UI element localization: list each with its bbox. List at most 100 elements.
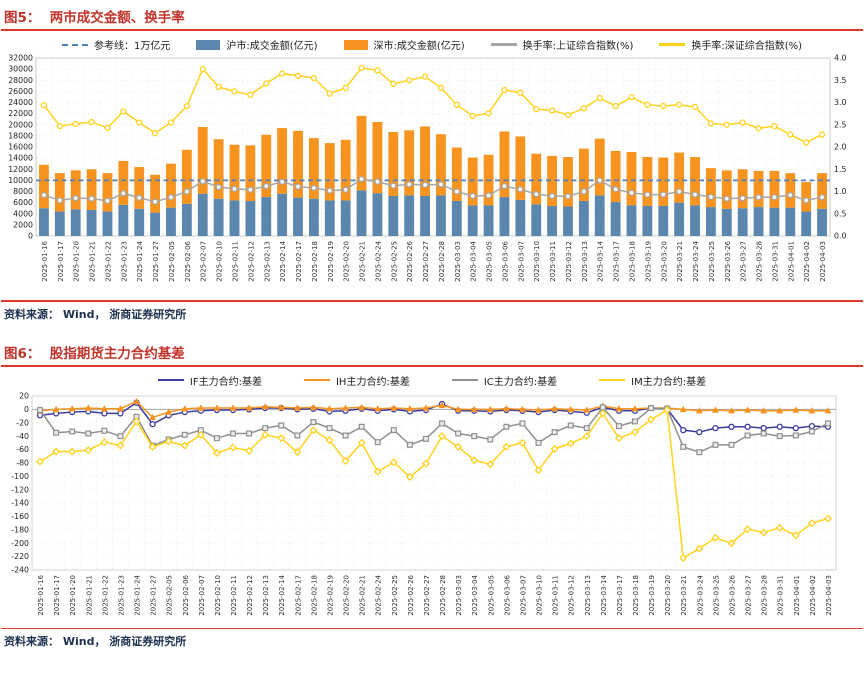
line-series-IH xyxy=(36,397,832,420)
bar-segment xyxy=(39,208,49,236)
bar-segment xyxy=(261,197,272,236)
bar-segment xyxy=(451,147,462,201)
svg-text:2025-02-13: 2025-02-13 xyxy=(263,241,271,282)
svg-text:2.0: 2.0 xyxy=(834,143,846,152)
bar-segment xyxy=(817,173,827,209)
left-axis-tick-labels: 0 2000 4000 6000 8000 10000 12000 14000 16000 180… xyxy=(8,54,33,241)
svg-text:2025-03-18: 2025-03-18 xyxy=(632,575,640,616)
svg-text:2025-02-26: 2025-02-26 xyxy=(406,240,414,281)
bar-segment xyxy=(134,167,145,209)
bar-segment xyxy=(261,134,272,198)
bar-segment xyxy=(324,143,335,201)
svg-text:2025-03-17: 2025-03-17 xyxy=(616,575,624,616)
svg-text:-120: -120 xyxy=(11,485,29,494)
bar-segment xyxy=(436,195,446,236)
svg-text:0.5: 0.5 xyxy=(834,209,846,218)
bar-segment xyxy=(308,198,319,236)
bar-segment xyxy=(610,202,621,236)
legend-item: IM主力合约:基差 xyxy=(599,373,706,388)
line-swatch xyxy=(451,378,478,382)
bar-segment xyxy=(467,205,478,236)
svg-text:2025-02-12: 2025-02-12 xyxy=(247,241,255,282)
svg-text:2025-01-23: 2025-01-23 xyxy=(120,241,128,282)
svg-text:2025-02-18: 2025-02-18 xyxy=(311,241,319,282)
bar-segment xyxy=(245,145,256,201)
bar-segment xyxy=(547,205,558,236)
svg-text:0.0: 0.0 xyxy=(834,232,846,241)
svg-text:22000: 22000 xyxy=(8,109,33,118)
bar-segment xyxy=(483,205,494,236)
svg-text:26000: 26000 xyxy=(8,87,33,96)
svg-text:2025-03-19: 2025-03-19 xyxy=(644,241,652,282)
bar-segment xyxy=(54,173,65,212)
bar-segment xyxy=(70,209,81,236)
svg-text:2025-03-13: 2025-03-13 xyxy=(584,575,592,616)
figure6-bottom-rule xyxy=(1,627,863,629)
svg-text:2025-02-13: 2025-02-13 xyxy=(262,575,270,616)
svg-text:2025-02-19: 2025-02-19 xyxy=(326,575,334,616)
figure5-title: 图5： 两市成交金额、换手率 xyxy=(4,10,185,26)
bar-segment xyxy=(356,190,367,236)
bar-segment xyxy=(229,144,240,201)
legend-item: IC主力合约:基差 xyxy=(451,373,557,388)
bar-segment xyxy=(531,153,542,205)
svg-text:2025-04-01: 2025-04-01 xyxy=(793,575,801,616)
svg-text:2025-02-06: 2025-02-06 xyxy=(184,240,192,281)
bar-segment xyxy=(86,169,97,210)
bar-segment xyxy=(372,193,383,236)
color-box-swatch xyxy=(343,39,368,50)
bars-shanghai-volume xyxy=(39,190,827,236)
bar-segment xyxy=(39,164,49,209)
svg-text:2025-03-05: 2025-03-05 xyxy=(487,575,495,616)
bar-segment xyxy=(817,208,827,236)
bar-segment xyxy=(658,205,669,236)
svg-text:2025-03-24: 2025-03-24 xyxy=(696,574,704,615)
svg-text:2025-01-21: 2025-01-21 xyxy=(89,241,97,282)
figure6-chart-futures-basis: 20 0 -20 -40 -60 -80 -100 -120 -140 -160 -180 -200 -… xyxy=(11,391,837,616)
figure5-title-rule xyxy=(1,29,863,31)
svg-text:2025-01-20: 2025-01-20 xyxy=(69,575,77,616)
bar-segment xyxy=(420,126,430,196)
bar-segment xyxy=(499,197,510,236)
bar-segment xyxy=(467,157,478,206)
bar-segment xyxy=(642,205,653,236)
svg-text:2025-03-10: 2025-03-10 xyxy=(536,575,544,616)
bars-shenzhen-volume xyxy=(39,115,827,213)
svg-text:2025-02-20: 2025-02-20 xyxy=(343,575,351,616)
bar-segment xyxy=(674,202,685,236)
figure6-legend: IF主力合约:基差 IH主力合约:基差 IC主力合约:基差 IM主力合约:基差 xyxy=(0,373,864,388)
bar-segment xyxy=(213,139,224,199)
svg-text:2025-03-21: 2025-03-21 xyxy=(680,575,688,616)
svg-text:2025-03-17: 2025-03-17 xyxy=(613,241,621,282)
figure6-source: 资料来源： Wind， 浙商证券研究所 xyxy=(4,635,187,648)
svg-text:2025-03-10: 2025-03-10 xyxy=(533,241,541,282)
bar-segment xyxy=(54,211,65,236)
bar-segment xyxy=(388,195,399,236)
svg-text:3.0: 3.0 xyxy=(834,98,846,107)
svg-text:-100: -100 xyxy=(11,471,29,480)
svg-text:2025-02-18: 2025-02-18 xyxy=(310,575,318,616)
svg-text:3.5: 3.5 xyxy=(834,76,846,85)
svg-text:-20: -20 xyxy=(16,418,29,427)
bar-segment xyxy=(531,204,542,236)
bar-segment xyxy=(721,170,732,209)
svg-text:2025-02-07: 2025-02-07 xyxy=(198,575,206,616)
svg-text:2025-02-06: 2025-02-06 xyxy=(182,574,190,615)
svg-text:2025-02-24: 2025-02-24 xyxy=(375,574,383,615)
svg-text:2025-02-05: 2025-02-05 xyxy=(168,241,176,282)
svg-text:2025-02-07: 2025-02-07 xyxy=(200,241,208,282)
svg-text:2025-03-04: 2025-03-04 xyxy=(471,574,479,615)
svg-text:1.5: 1.5 xyxy=(834,165,846,174)
svg-text:2025-03-06: 2025-03-06 xyxy=(501,240,509,281)
bar-segment xyxy=(324,200,335,236)
bar-segment xyxy=(563,206,573,236)
svg-text:4000: 4000 xyxy=(13,209,33,218)
bar-segment xyxy=(277,128,288,194)
bar-segment xyxy=(420,195,430,236)
legend-label: 换手率:上证综合指数(%) xyxy=(522,41,634,52)
svg-text:2025-03-12: 2025-03-12 xyxy=(565,241,573,282)
dashed-line-swatch xyxy=(61,43,88,46)
bar-segment xyxy=(166,207,176,236)
svg-text:2025-04-01: 2025-04-01 xyxy=(787,241,795,282)
